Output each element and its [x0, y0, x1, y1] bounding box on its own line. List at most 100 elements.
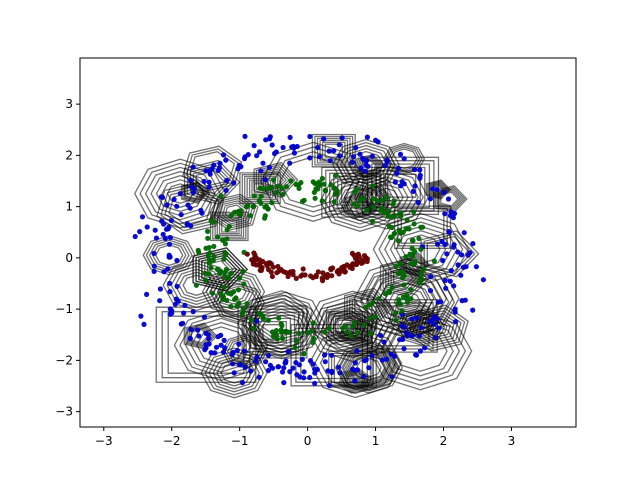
scatter-point	[470, 307, 476, 313]
scatter-point	[244, 251, 250, 257]
scatter-point	[281, 365, 287, 371]
scatter-point	[382, 163, 388, 169]
outline-shape	[221, 220, 238, 233]
scatter-point	[278, 267, 284, 273]
scatter-point	[401, 181, 407, 187]
scatter-point	[408, 296, 414, 302]
scatter-point	[450, 215, 456, 221]
scatter-point	[285, 349, 291, 355]
scatter-point	[397, 151, 404, 157]
scatter-point	[365, 163, 371, 169]
scatter-point	[374, 198, 380, 204]
scatter-point	[337, 153, 343, 159]
outline-shape	[192, 247, 249, 292]
scatter-point	[207, 168, 213, 174]
scatter-point	[429, 317, 435, 323]
scatter-point	[337, 370, 343, 376]
scatter-point	[171, 196, 177, 202]
scatter-point	[326, 382, 332, 389]
scatter-point	[177, 191, 183, 197]
y-tick-label: −3	[55, 405, 73, 419]
outline-shape	[174, 268, 219, 303]
scatter-point	[293, 275, 299, 281]
scatter-point	[283, 269, 289, 276]
scatter-point	[271, 177, 277, 183]
scatter-point	[410, 237, 416, 244]
scatter-point	[319, 275, 325, 281]
scatter-point	[336, 142, 342, 148]
scatter-point	[203, 330, 209, 336]
scatter-point	[221, 337, 227, 343]
scatter-point	[453, 319, 459, 325]
x-tick-label: −1	[231, 434, 249, 448]
scatter-point	[315, 186, 321, 192]
scatter-point	[354, 203, 360, 209]
scatter-point	[265, 266, 272, 273]
scatter-point	[266, 164, 272, 171]
scatter-point	[298, 273, 304, 279]
scatter-point	[315, 144, 321, 151]
scatter-point	[211, 219, 217, 225]
scatter-point	[321, 329, 327, 335]
scatter-point	[385, 208, 392, 214]
scatter-point	[329, 369, 335, 376]
scatter-point	[417, 167, 423, 173]
scatter-point	[224, 297, 230, 303]
scatter-point	[412, 258, 418, 264]
scatter-point	[228, 303, 234, 310]
scatter-point	[447, 278, 453, 284]
scatter-point	[452, 306, 458, 312]
scatter-point	[215, 234, 221, 240]
scatter-point	[354, 259, 360, 265]
scatter-point	[274, 336, 280, 342]
outline-shape	[190, 321, 252, 369]
scatter-point	[308, 273, 314, 279]
scatter-point	[385, 213, 391, 219]
scatter-point	[396, 227, 402, 233]
scatter-point	[188, 326, 194, 333]
scatter-point	[364, 207, 370, 213]
scatter-point	[287, 369, 293, 375]
scatter-point	[232, 296, 238, 302]
scatter-point	[206, 336, 212, 342]
scatter-point	[325, 368, 331, 374]
scatter-point	[326, 148, 332, 154]
scatter-point	[358, 165, 364, 171]
outline-shape	[312, 300, 379, 352]
scatter-point	[263, 359, 269, 365]
scatter-point	[428, 274, 434, 280]
outline-shape	[237, 305, 308, 359]
scatter-point	[380, 197, 386, 204]
scatter-point	[239, 380, 246, 386]
scatter-point	[284, 184, 290, 190]
scatter-point	[383, 194, 389, 200]
scatter-point	[433, 335, 439, 341]
scatter-point	[267, 362, 273, 368]
scatter-point	[238, 164, 244, 170]
scatter-point	[349, 366, 356, 372]
outline-shape	[423, 233, 476, 275]
scatter-point	[310, 339, 316, 346]
scatter-point	[163, 226, 170, 232]
scatter-point	[361, 322, 367, 328]
outline-shape	[393, 304, 431, 334]
scatter-point	[165, 266, 171, 272]
scatter-point	[296, 362, 302, 368]
scatter-point	[244, 301, 250, 307]
scatter-point	[459, 298, 465, 304]
scatter-point	[369, 353, 375, 359]
scatter-point	[327, 158, 333, 164]
scatter-point	[211, 243, 217, 249]
scatter-point	[397, 210, 404, 216]
scatter-point	[357, 151, 363, 157]
scatter-point	[248, 368, 254, 374]
scatter-point	[206, 184, 212, 190]
scatter-point	[413, 352, 419, 358]
scatter-point	[296, 182, 302, 188]
scatter-point	[166, 241, 173, 247]
scatter-point	[269, 184, 275, 190]
scatter-point	[370, 204, 376, 210]
scatter-point	[254, 354, 260, 360]
scatter-point	[344, 329, 350, 335]
scatter-point	[160, 231, 166, 237]
